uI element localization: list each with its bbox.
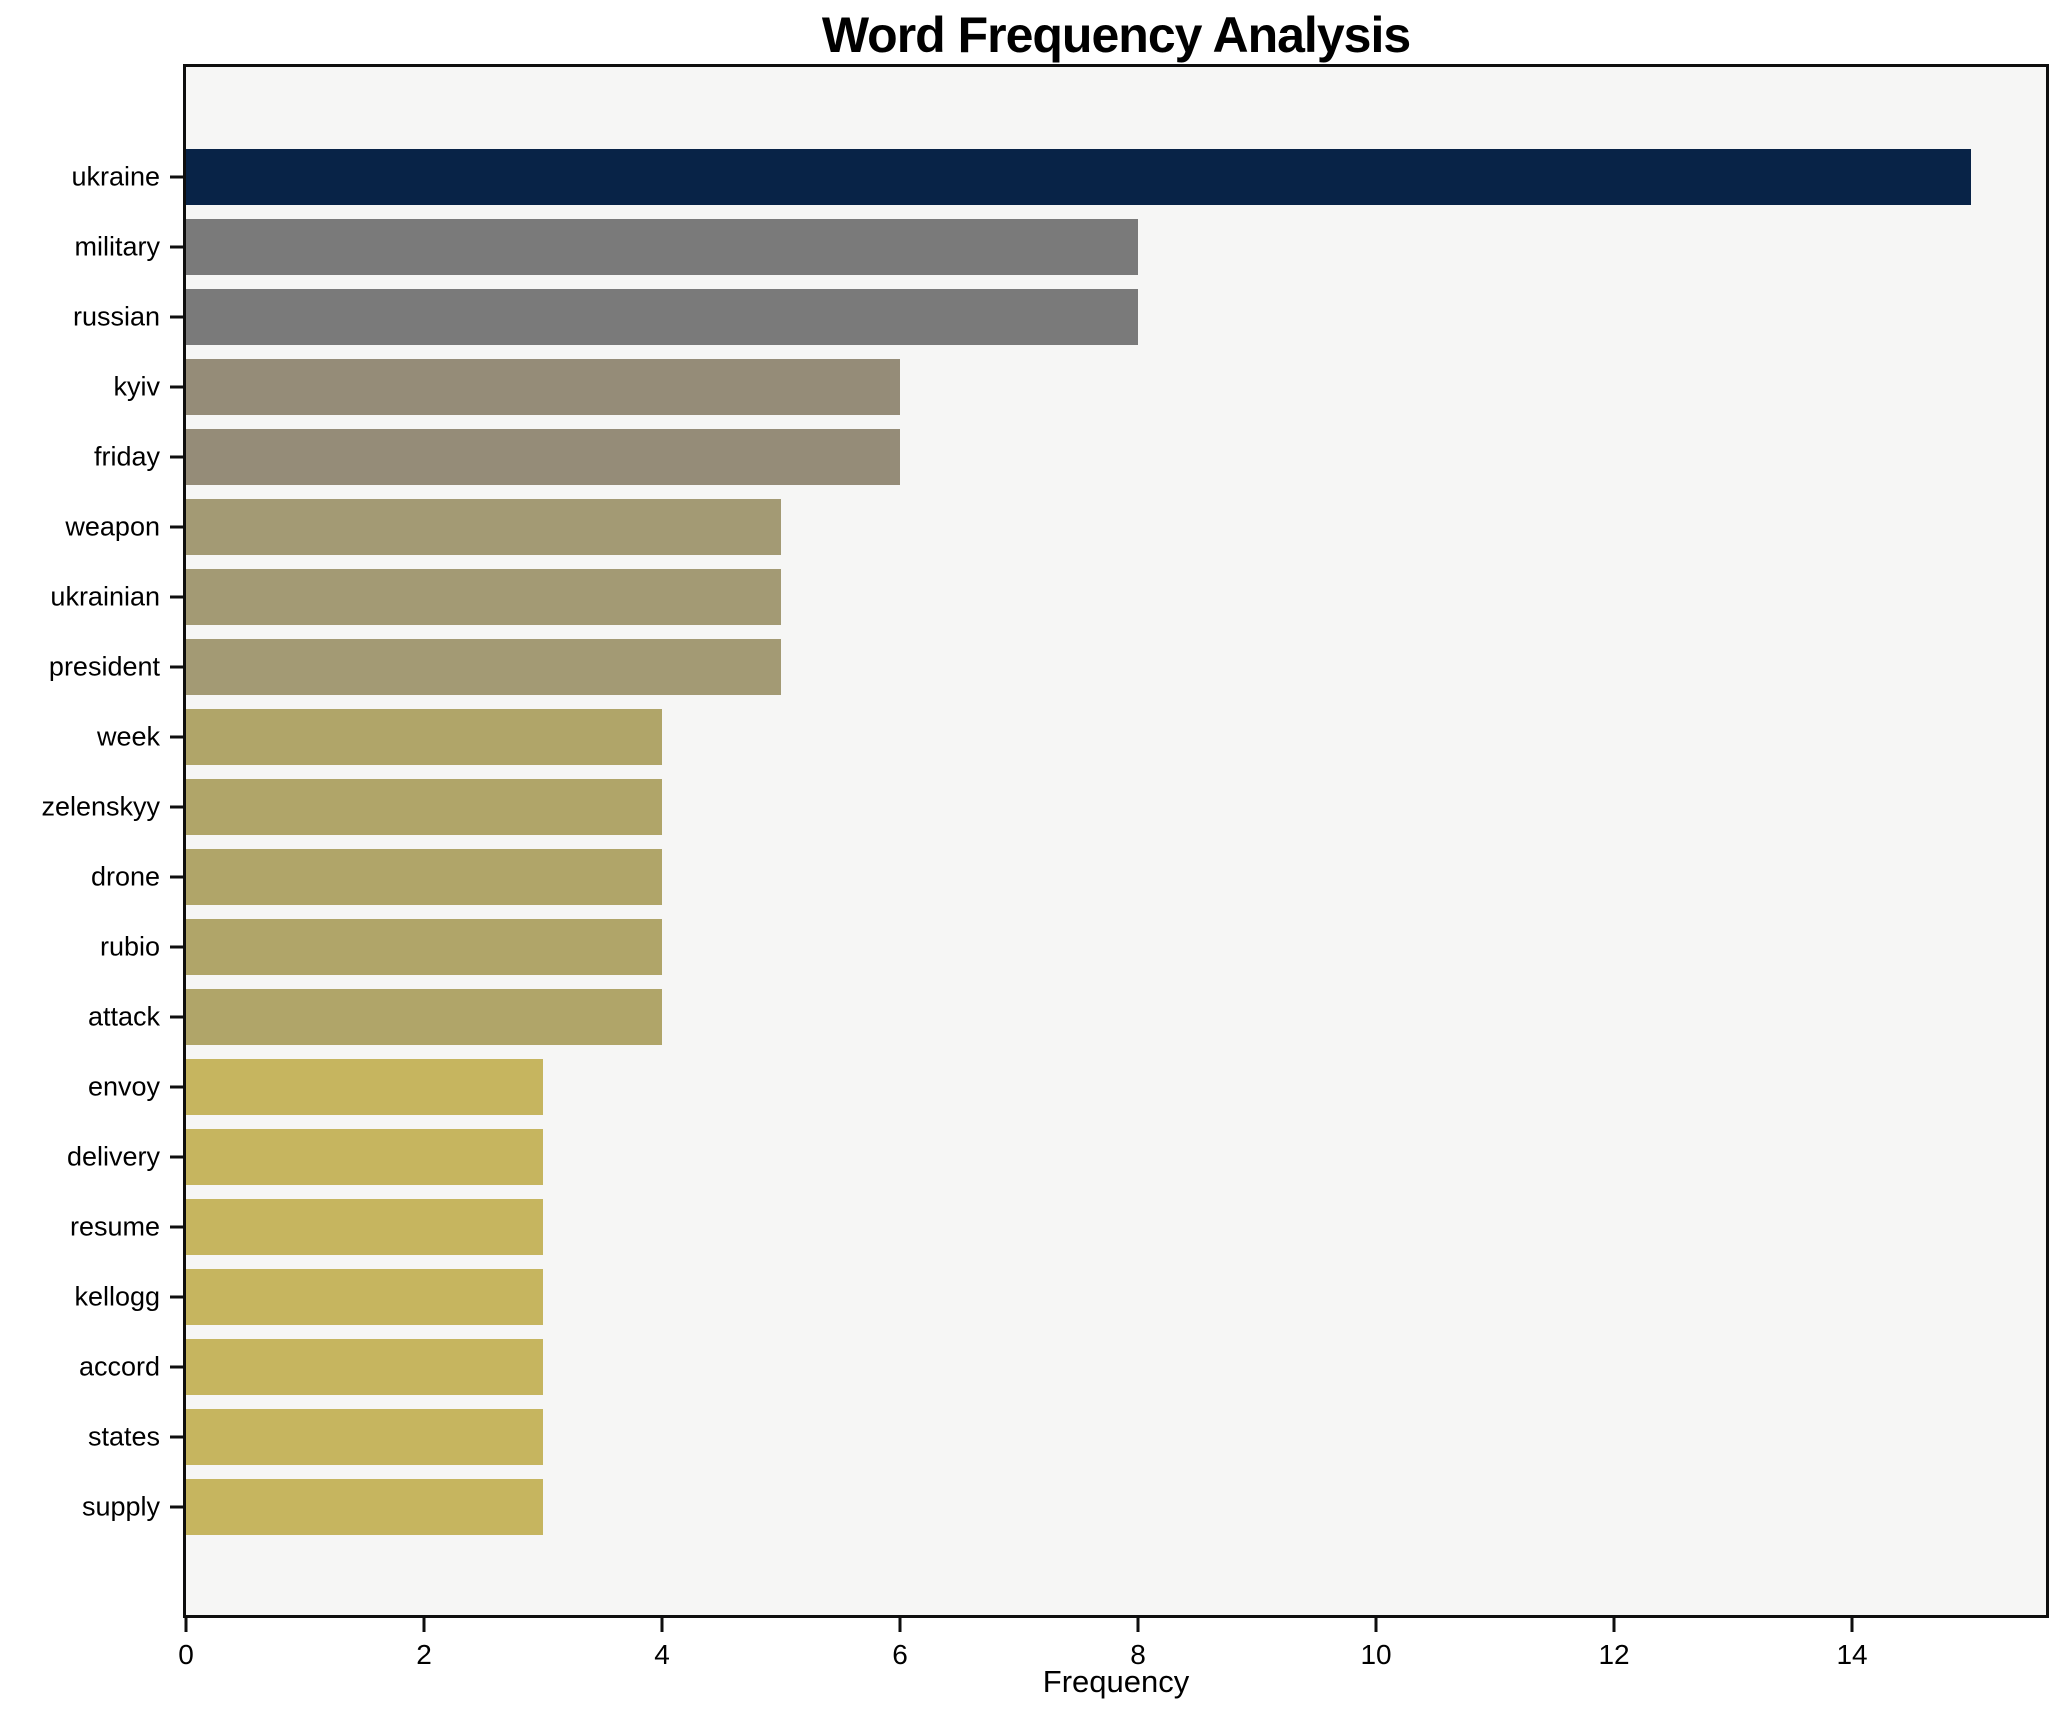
y-label-attack: attack — [87, 1001, 160, 1032]
y-tick-delivery — [170, 1155, 183, 1159]
y-tick-kyiv — [170, 385, 183, 389]
y-tick-resume — [170, 1225, 183, 1229]
y-tick-rubio — [170, 945, 183, 949]
y-label-kyiv: kyiv — [113, 371, 161, 402]
y-label-friday: friday — [93, 441, 160, 472]
bar-ukraine — [186, 149, 1972, 205]
bar-attack — [186, 989, 662, 1045]
y-tick-military — [170, 245, 183, 249]
bar-supply — [186, 1479, 543, 1535]
y-tick-weapon — [170, 525, 183, 529]
y-tick-week — [170, 735, 183, 739]
x-tick-0 — [184, 1618, 188, 1632]
bar-kellogg — [186, 1269, 543, 1325]
y-tick-friday — [170, 455, 183, 459]
x-tick-label-0: 0 — [178, 1639, 194, 1670]
bar-russian — [186, 289, 1138, 345]
y-label-ukraine: ukraine — [71, 161, 160, 192]
y-tick-russian — [170, 315, 183, 319]
y-tick-ukrainian — [170, 595, 183, 599]
y-tick-president — [170, 665, 183, 669]
bar-zelenskyy — [186, 779, 662, 835]
y-label-president: president — [48, 651, 160, 682]
y-label-rubio: rubio — [99, 931, 160, 962]
x-tick-label-2: 2 — [416, 1639, 432, 1670]
y-label-supply: supply — [81, 1491, 160, 1522]
y-label-resume: resume — [69, 1211, 160, 1242]
x-tick-8 — [1136, 1618, 1140, 1632]
y-label-delivery: delivery — [66, 1141, 160, 1172]
x-tick-4 — [660, 1618, 664, 1632]
x-tick-12 — [1612, 1618, 1616, 1632]
bar-military — [186, 219, 1138, 275]
x-tick-2 — [422, 1618, 426, 1632]
y-label-envoy: envoy — [87, 1071, 160, 1102]
y-tick-envoy — [170, 1085, 183, 1089]
y-label-zelenskyy: zelenskyy — [41, 791, 160, 822]
bar-drone — [186, 849, 662, 905]
x-tick-14 — [1850, 1618, 1854, 1632]
y-label-week: week — [96, 721, 160, 752]
x-tick-label-12: 12 — [1598, 1639, 1630, 1670]
plot-area — [183, 64, 2049, 1618]
y-tick-ukraine — [170, 175, 183, 179]
y-label-weapon: weapon — [65, 511, 160, 542]
y-label-russian: russian — [72, 301, 160, 332]
x-tick-label-10: 10 — [1360, 1639, 1392, 1670]
x-tick-label-8: 8 — [1130, 1639, 1146, 1670]
bar-week — [186, 709, 662, 765]
x-tick-label-4: 4 — [654, 1639, 670, 1670]
bar-delivery — [186, 1129, 543, 1185]
y-label-accord: accord — [78, 1351, 160, 1382]
y-tick-states — [170, 1435, 183, 1439]
bar-friday — [186, 429, 900, 485]
bar-rubio — [186, 919, 662, 975]
y-label-ukrainian: ukrainian — [50, 581, 160, 612]
bar-states — [186, 1409, 543, 1465]
y-tick-kellogg — [170, 1295, 183, 1299]
bar-president — [186, 639, 781, 695]
y-tick-accord — [170, 1365, 183, 1369]
x-axis-title: Frequency — [1042, 1664, 1190, 1699]
x-tick-6 — [898, 1618, 902, 1632]
y-label-states: states — [87, 1421, 160, 1452]
x-tick-label-14: 14 — [1836, 1639, 1868, 1670]
x-tick-label-6: 6 — [892, 1639, 908, 1670]
chart-title: Word Frequency Analysis — [821, 7, 1411, 63]
y-label-military: military — [74, 231, 161, 262]
bar-envoy — [186, 1059, 543, 1115]
bar-accord — [186, 1339, 543, 1395]
bar-kyiv — [186, 359, 900, 415]
y-tick-zelenskyy — [170, 805, 183, 809]
bar-weapon — [186, 499, 781, 555]
y-label-kellogg: kellogg — [74, 1281, 160, 1312]
y-label-drone: drone — [90, 861, 160, 892]
bar-ukrainian — [186, 569, 781, 625]
bar-resume — [186, 1199, 543, 1255]
x-tick-10 — [1374, 1618, 1378, 1632]
y-tick-drone — [170, 875, 183, 879]
y-tick-attack — [170, 1015, 183, 1019]
y-tick-supply — [170, 1505, 183, 1509]
